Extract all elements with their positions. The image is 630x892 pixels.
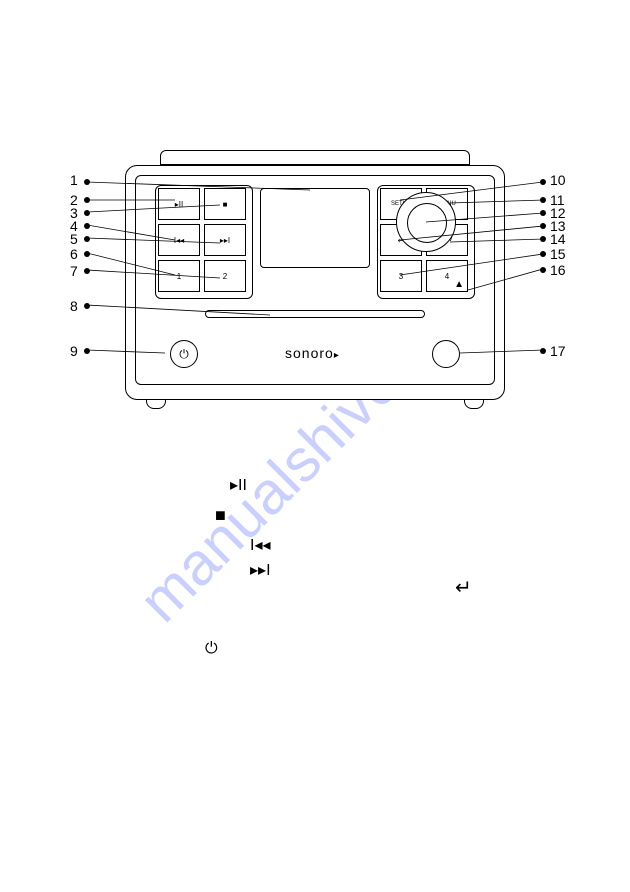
dot-16	[540, 267, 546, 273]
foot-left	[146, 399, 166, 409]
foot-right	[464, 399, 484, 409]
preset-1-button[interactable]: 1	[158, 260, 200, 292]
dot-6	[84, 251, 90, 257]
dot-10	[540, 179, 546, 185]
preset-4-label: 4	[445, 272, 449, 281]
preset-3-button[interactable]: 3	[380, 260, 422, 292]
cd-slot[interactable]	[205, 310, 425, 318]
label-5: 5	[70, 231, 78, 247]
top-panel	[160, 150, 470, 165]
label-16: 16	[550, 262, 566, 278]
label-9: 9	[70, 343, 78, 359]
dot-2	[84, 197, 90, 203]
back-arrow-icon: ↵	[455, 575, 472, 600]
display-screen	[260, 188, 370, 268]
label-6: 6	[70, 246, 78, 262]
next-icon: ▸▸I	[250, 560, 271, 580]
dot-1	[84, 179, 90, 185]
dot-9	[84, 348, 90, 354]
dot-17	[540, 348, 546, 354]
dot-7	[84, 268, 90, 274]
preset-4-button[interactable]: 4 ▲	[426, 260, 468, 292]
label-10: 10	[550, 172, 566, 188]
power-icon: ⏻	[205, 640, 218, 658]
dot-8	[84, 303, 90, 309]
dot-13	[540, 223, 546, 229]
prev-button[interactable]: I◂◂	[158, 224, 200, 256]
label-14: 14	[550, 231, 566, 247]
volume-knob[interactable]	[396, 192, 456, 252]
power-button[interactable]: ⏻	[170, 340, 198, 368]
knob-inner	[407, 203, 447, 243]
label-7: 7	[70, 263, 78, 279]
dot-5	[84, 236, 90, 242]
dot-11	[540, 197, 546, 203]
prev-icon: I◂◂	[250, 535, 271, 555]
dot-14	[540, 236, 546, 242]
preset-2-button[interactable]: 2	[204, 260, 246, 292]
dot-15	[540, 251, 546, 257]
play-pause-icon: ▸II	[230, 475, 247, 495]
eject-icon: ▲	[454, 279, 464, 290]
dot-4	[84, 223, 90, 229]
stop-button[interactable]: ■	[204, 188, 246, 220]
stop-icon: ■	[215, 505, 226, 526]
label-8: 8	[70, 298, 78, 314]
dot-3	[84, 210, 90, 216]
play-pause-button[interactable]: ▸II	[158, 188, 200, 220]
dot-12	[540, 210, 546, 216]
device-diagram: ▸II ■ I◂◂ ▸▸I 1 2 SETUP MENU ↵ FAV 3 4 ▲…	[90, 150, 540, 410]
label-1: 1	[70, 172, 78, 188]
logo-text: sonoro	[285, 345, 334, 361]
ir-sensor	[432, 340, 460, 368]
brand-logo: sonoro▸	[285, 345, 340, 361]
left-buttons: ▸II ■ I◂◂ ▸▸I 1 2	[158, 188, 250, 296]
label-17: 17	[550, 343, 566, 359]
label-15: 15	[550, 246, 566, 262]
next-button[interactable]: ▸▸I	[204, 224, 246, 256]
